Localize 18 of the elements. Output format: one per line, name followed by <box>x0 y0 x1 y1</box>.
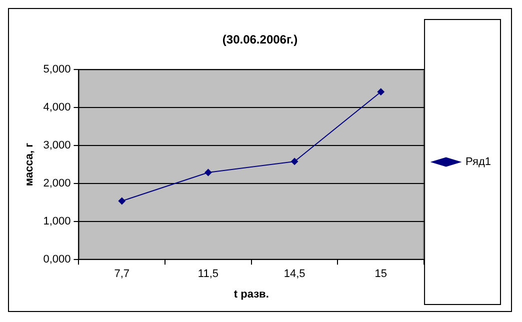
x-axis-title: t разв. <box>234 288 269 300</box>
point <box>377 88 384 96</box>
y-tick-label: 3,000 <box>43 140 71 152</box>
x-tick-label: 14,5 <box>284 268 306 280</box>
legend-label: Ряд1 <box>466 156 492 168</box>
x-tick-label: 7,7 <box>114 268 130 280</box>
y-axis-title: масса, г <box>24 142 36 186</box>
x-tick-label: 11,5 <box>198 268 219 280</box>
point <box>291 158 298 165</box>
y-tick-label: 2,000 <box>43 178 71 190</box>
y-tick-label: 0,000 <box>43 254 71 266</box>
y-tick-label: 1,000 <box>43 216 71 228</box>
point <box>204 168 212 176</box>
x-tick-label: 15 <box>374 268 387 280</box>
chart-title: (30.06.2006г.) <box>222 32 298 47</box>
y-tick-label: 5,000 <box>43 63 71 76</box>
y-tick-label: 4,000 <box>43 101 71 114</box>
point <box>118 198 126 205</box>
